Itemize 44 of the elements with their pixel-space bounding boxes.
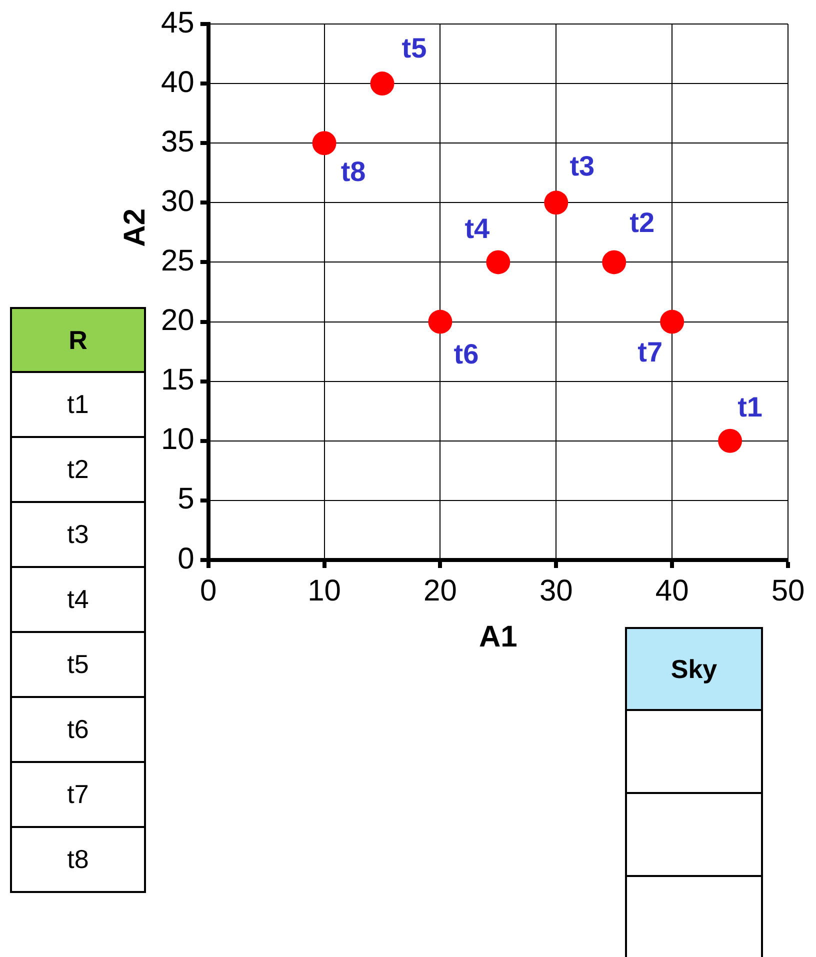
annotation: t6 [454,338,479,370]
point [544,190,568,215]
text: t8 [11,827,145,892]
annotation: t7 [638,336,663,368]
annotation: t5 [402,32,427,64]
x-tick-label: 0 [200,574,217,608]
annotation: t1 [738,392,762,423]
annotation: t8 [340,156,366,187]
y-tick-label: 10 [160,423,194,456]
x-tick-label: 30 [539,574,573,608]
annotation: t3 [570,150,595,182]
y-tick-label: 5 [178,482,194,516]
text: t1 [11,372,145,437]
x-tick-label: 10 [308,574,341,608]
text: Sky [626,628,762,710]
text: t5 [11,632,145,697]
point [660,310,684,334]
point [370,72,394,96]
x-tick-label: 50 [771,574,805,608]
y-tick-label: 25 [160,244,194,278]
y-tick-label: 0 [178,542,194,576]
point [486,250,510,274]
text: t2 [11,437,145,502]
text: t6 [11,697,145,762]
y-axis-title: A2 [118,208,152,247]
y-tick-label: 40 [160,66,194,99]
x-tick-label: 20 [424,574,457,608]
point [428,310,452,334]
text: t7 [11,762,145,827]
y-tick-label: 35 [160,125,194,158]
y-tick-label: 30 [160,184,194,218]
point [602,250,626,274]
text: t4 [11,567,145,632]
text: R [11,308,145,372]
annotation: t2 [630,206,655,238]
point [718,428,742,453]
point [312,131,336,156]
y-tick-label: 45 [160,6,194,40]
y-tick-label: 20 [160,304,194,338]
y-tick-label: 15 [160,364,194,397]
text: t3 [11,502,145,567]
x-tick-label: 40 [655,574,689,608]
annotation: t4 [464,212,490,244]
x-axis-title: A1 [479,620,518,654]
